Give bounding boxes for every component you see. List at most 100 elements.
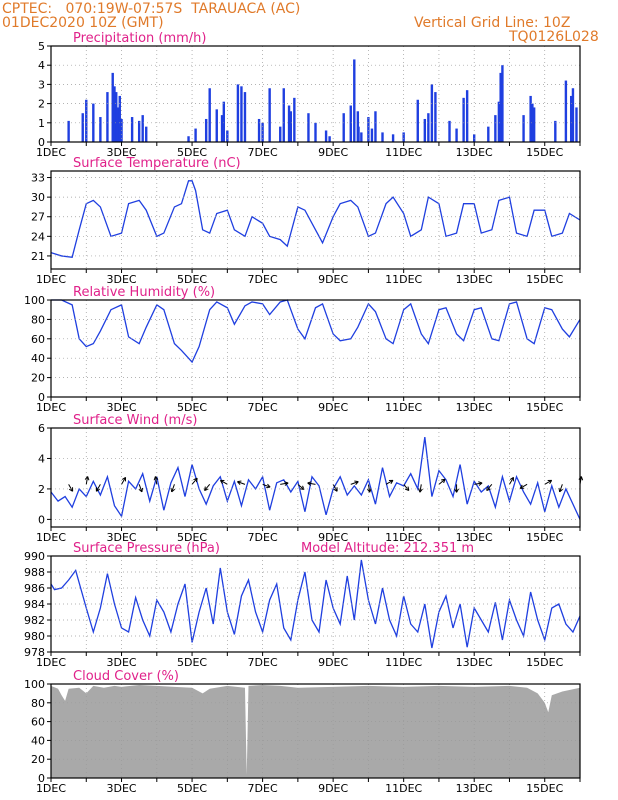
precip-bar	[494, 115, 497, 142]
wind-arrow	[519, 483, 528, 489]
precip-bar	[367, 117, 370, 142]
precip-bar	[374, 111, 377, 142]
y-tick-label: 100	[24, 294, 45, 307]
x-tick-label: 13DEC	[456, 401, 493, 414]
header-grid-line: Vertical Grid Line: 10Z	[414, 15, 571, 31]
x-tick-label: 7DEC	[248, 401, 278, 414]
y-tick-label: 27	[31, 211, 45, 224]
y-tick-label: 33	[31, 172, 45, 185]
precip-bar	[487, 126, 490, 142]
x-tick-label: 15DEC	[526, 531, 563, 544]
y-tick-label: 4	[38, 452, 45, 465]
y-tick-label: 40	[31, 352, 45, 365]
y-tick-label: 0	[38, 391, 45, 404]
wind-arrowhead	[418, 488, 421, 493]
x-tick-label: 5DEC	[177, 401, 207, 414]
panel-frame	[50, 45, 581, 143]
wind-arrow	[509, 477, 514, 485]
wind-arrowhead	[193, 477, 198, 481]
y-tick-label: 988	[24, 566, 45, 579]
panel-4	[47, 555, 581, 656]
precip-bar	[141, 115, 144, 142]
wind-arrowhead	[443, 479, 446, 484]
precip-bar	[381, 132, 384, 142]
precip-bar	[257, 118, 261, 142]
y-tick-label: 4	[38, 59, 45, 72]
wind-arrowhead	[333, 488, 338, 492]
x-tick-label: 13DEC	[456, 146, 493, 159]
panel-frame	[50, 427, 581, 528]
panel-1	[47, 170, 581, 273]
precip-bar	[529, 95, 532, 142]
precip-bar	[115, 92, 118, 142]
precip-bar	[81, 113, 84, 142]
wind-arrowhead	[369, 488, 372, 493]
precip-bar	[116, 107, 120, 142]
wind-arrow	[121, 477, 126, 485]
y-tick-label: 20	[31, 372, 45, 385]
y-tick-label: 0	[38, 772, 45, 785]
y-tick-label: 5	[38, 40, 45, 53]
wind-arrowhead	[170, 487, 173, 492]
x-tick-label: 1DEC	[36, 273, 66, 286]
wind-arrowhead	[390, 480, 394, 485]
y-tick-label: 990	[24, 550, 45, 563]
precip-bar	[455, 128, 458, 142]
precip-bar	[465, 90, 469, 142]
panel-3	[47, 427, 584, 531]
y-tick-label: 978	[24, 646, 45, 659]
panel-title: Surface Pressure (hPa)	[73, 541, 220, 556]
y-tick-label: 21	[31, 250, 45, 263]
wind-arrowhead	[284, 482, 289, 486]
precip-bar	[145, 126, 148, 142]
panel-frame	[50, 299, 581, 398]
precip-bar	[328, 136, 331, 142]
precip-bar	[137, 120, 141, 142]
x-tick-label: 1DEC	[36, 782, 66, 795]
wind-arrowhead	[419, 488, 423, 493]
wind-arrow	[419, 484, 422, 493]
wind-arrowhead	[153, 476, 156, 481]
y-tick-label: 80	[31, 313, 45, 326]
precip-bar	[279, 126, 282, 142]
precip-bar	[220, 115, 224, 142]
precip-bar	[287, 105, 291, 142]
x-tick-label: 13DEC	[456, 656, 493, 669]
wind-arrowhead	[559, 488, 563, 493]
wind-arrowhead	[138, 488, 143, 493]
wind-arrow	[138, 484, 143, 493]
x-tick-label: 9DEC	[318, 782, 348, 795]
x-tick-label: 9DEC	[318, 273, 348, 286]
series-line	[50, 559, 581, 649]
precip-bar	[222, 101, 226, 142]
precip-bar	[501, 65, 504, 142]
y-tick-label: 2	[38, 483, 45, 496]
precip-bar	[569, 95, 573, 142]
wind-arrowhead	[266, 486, 271, 489]
x-tick-label: 11DEC	[385, 782, 422, 795]
precip-bar	[293, 97, 296, 142]
precip-bar	[391, 134, 395, 142]
x-tick-label: 9DEC	[318, 401, 348, 414]
precip-bar	[261, 122, 264, 142]
wind-arrowhead	[509, 476, 514, 480]
precip-bar	[430, 84, 434, 142]
wind-arrowhead	[284, 481, 289, 484]
wind-arrow	[154, 476, 158, 485]
precip-bar	[85, 99, 88, 142]
x-tick-label: 1DEC	[36, 531, 66, 544]
x-tick-label: 9DEC	[318, 146, 348, 159]
x-tick-label: 13DEC	[456, 531, 493, 544]
x-tick-label: 3DEC	[106, 656, 136, 669]
wind-arrowhead	[96, 488, 101, 492]
y-tick-label: 2	[38, 98, 45, 111]
precip-bar	[571, 88, 575, 142]
precip-bar	[360, 132, 363, 142]
panel-title: Relative Humidity (%)	[73, 285, 215, 300]
series-line	[51, 299, 581, 364]
wind-arrowhead	[478, 481, 483, 484]
wind-arrowhead	[355, 481, 359, 485]
x-tick-label: 5DEC	[177, 146, 207, 159]
wind-arrow	[262, 483, 271, 488]
x-tick-label: 15DEC	[526, 401, 563, 414]
